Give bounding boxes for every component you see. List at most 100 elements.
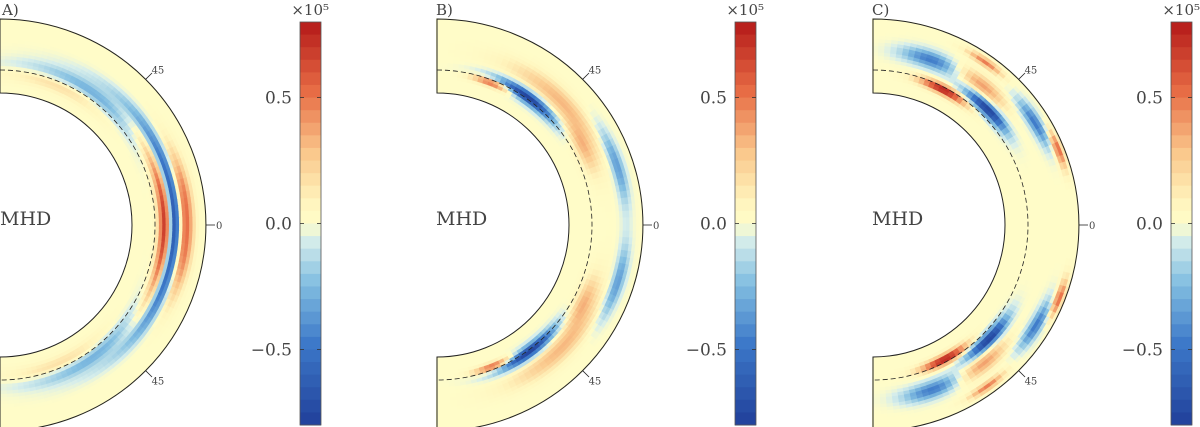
field-cell	[632, 230, 637, 240]
field-cell	[585, 213, 590, 221]
field-cell	[188, 203, 193, 213]
colorbar-step	[300, 362, 321, 376]
field-cell	[11, 406, 21, 412]
colorbar-step	[300, 160, 321, 174]
field-cell	[592, 224, 597, 232]
colorbar-step	[300, 286, 321, 300]
field-cell	[195, 223, 200, 234]
field-cell	[5, 403, 14, 408]
field-cell	[195, 230, 200, 240]
field-cell	[619, 217, 624, 226]
field-cell	[27, 424, 37, 427]
field-cell	[8, 356, 15, 361]
field-cell	[594, 207, 600, 215]
field-cell	[4, 373, 12, 378]
field-cell	[625, 203, 630, 213]
colorbar-step	[300, 412, 321, 426]
field-cell	[8, 362, 16, 368]
field-cell	[138, 214, 143, 221]
field-cell	[436, 78, 443, 84]
colorbar-tick-label: −0.5	[686, 340, 727, 360]
field-cell	[0, 356, 6, 361]
latitude-tick	[145, 72, 153, 80]
colorbar-tick-label: −0.5	[251, 340, 292, 360]
field-cell	[0, 400, 8, 405]
field-cell	[9, 372, 17, 378]
field-cell	[151, 207, 156, 216]
colorbar-tick-label: 0.0	[700, 215, 727, 235]
field-cell	[595, 212, 600, 221]
field-cell	[141, 214, 146, 221]
colorbar-tick-label: 0.5	[700, 89, 727, 109]
colorbar-step	[735, 84, 756, 99]
field-cell	[181, 230, 187, 239]
field-cell	[592, 218, 597, 226]
field-cell	[167, 206, 173, 215]
field-cell	[442, 28, 452, 33]
field-cell	[578, 208, 583, 216]
colorbar-step	[300, 110, 321, 124]
field-cell	[0, 424, 9, 427]
field-cell	[611, 205, 617, 214]
field-cell	[612, 224, 617, 233]
field-cell	[435, 25, 446, 30]
colorbar-step	[300, 374, 321, 388]
panel-b-label: B)	[436, 1, 453, 19]
field-cell	[0, 403, 8, 409]
field-cell	[185, 230, 190, 240]
field-cell	[175, 211, 180, 220]
field-cell	[10, 389, 19, 395]
latitude-label: 45	[589, 65, 602, 76]
field-cell	[575, 219, 580, 226]
field-cell	[632, 223, 637, 234]
colorbar-step	[735, 122, 756, 136]
field-cell	[5, 35, 15, 40]
field-cell	[134, 214, 140, 221]
field-cell	[11, 396, 20, 401]
field-cell	[192, 217, 197, 227]
field-cell	[0, 360, 6, 365]
field-cell	[4, 370, 12, 375]
field-cell	[622, 210, 627, 220]
field-cell	[0, 363, 6, 368]
field-cell	[11, 409, 21, 415]
field-cell	[148, 218, 153, 226]
field-cell	[585, 218, 590, 226]
field-cell	[4, 383, 13, 388]
colorbar-step	[300, 210, 321, 224]
latitude-label: 45	[589, 377, 602, 388]
field-cell	[4, 366, 11, 371]
field-cell	[165, 218, 170, 226]
colorbar-step	[735, 135, 756, 149]
field-cell	[192, 223, 197, 233]
field-cell	[188, 210, 194, 220]
field-cell	[181, 204, 187, 214]
field-cell	[629, 210, 634, 220]
colorbar-step	[300, 299, 321, 313]
field-cell	[5, 413, 15, 419]
field-cell	[612, 211, 617, 220]
field-cell	[609, 217, 614, 226]
colorbar-step	[735, 286, 756, 300]
field-cell	[442, 25, 452, 30]
field-cell	[5, 400, 14, 405]
field-cell	[158, 212, 163, 221]
field-cell	[4, 390, 13, 395]
field-cell	[178, 217, 184, 226]
field-cell	[0, 417, 8, 422]
field-cell	[131, 224, 136, 231]
colorbar-multiplier: ×10⁵	[291, 1, 329, 19]
field-cell	[604, 206, 610, 215]
field-cell	[5, 420, 15, 425]
field-cell	[435, 28, 445, 33]
field-cell	[0, 383, 7, 388]
colorbar-step	[735, 34, 756, 48]
colorbar-step	[735, 299, 756, 313]
field-cell	[135, 219, 140, 226]
field-cell	[4, 386, 13, 392]
field-cell	[189, 223, 194, 233]
field-cell	[436, 45, 445, 50]
